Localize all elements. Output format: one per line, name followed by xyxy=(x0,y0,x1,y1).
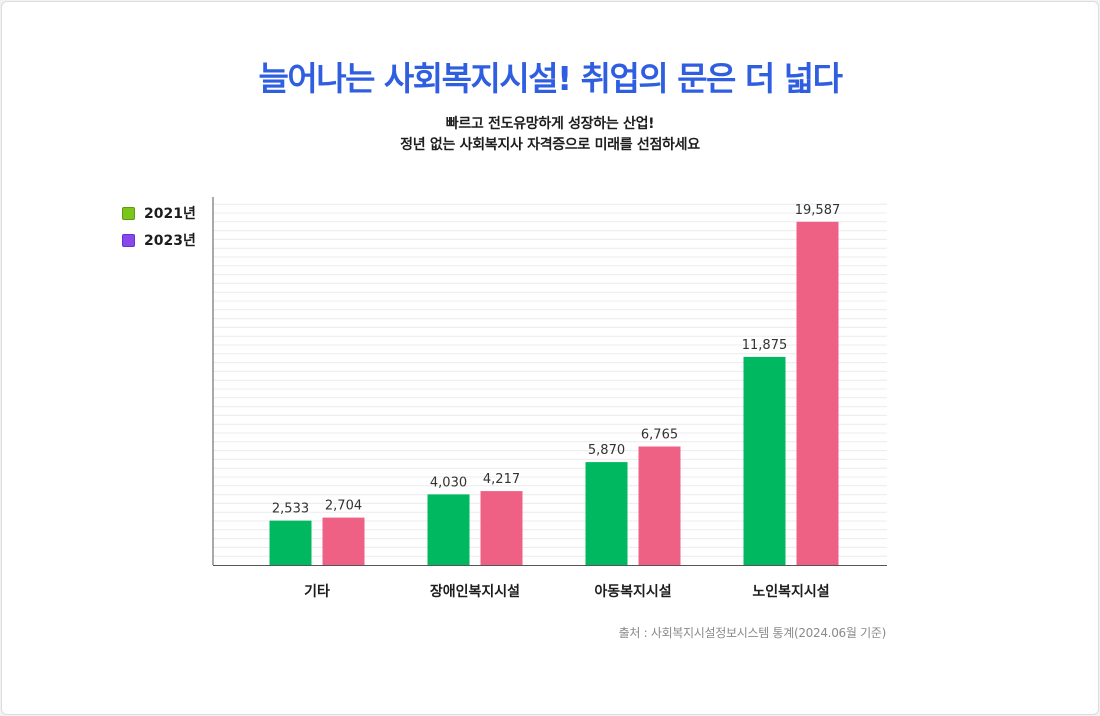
bar-2021-1 xyxy=(427,494,470,565)
page-title: 늘어나는 사회복지시설! 취업의 문은 더 넓다 xyxy=(258,59,843,98)
bar-2023-2 xyxy=(638,446,681,565)
bar-2021-2 xyxy=(585,462,628,565)
legend-item-2021: 2021년 xyxy=(122,204,196,222)
legend-swatch-2023-icon xyxy=(122,233,135,247)
data-label: 5,870 xyxy=(588,443,625,458)
data-label: 4,030 xyxy=(430,475,467,490)
x-tick-label: 장애인복지시설 xyxy=(430,583,520,600)
subtitle-line-2: 정년 없는 사회복지사 자격증으로 미래를 선점하세요 xyxy=(400,137,700,153)
data-label: 6,765 xyxy=(641,428,678,443)
bar-2021-3 xyxy=(743,356,786,565)
bar-2021-0 xyxy=(269,520,312,565)
data-label: 2,704 xyxy=(325,499,362,514)
legend-item-2023: 2023년 xyxy=(122,231,196,249)
legend-label-2023: 2023년 xyxy=(144,233,196,249)
data-label: 2,533 xyxy=(272,502,309,517)
data-label: 19,587 xyxy=(795,203,841,218)
x-tick-label: 노인복지시설 xyxy=(752,583,829,600)
subtitle-line-1: 빠르고 전도유망하게 성장하는 산업! xyxy=(445,116,655,132)
bar-2023-0 xyxy=(322,517,365,565)
grid-lines xyxy=(213,203,887,557)
chart-legend: 2021년 2023년 xyxy=(122,204,196,258)
data-label: 4,217 xyxy=(483,472,520,487)
legend-label-2021: 2021년 xyxy=(144,206,196,222)
source-note: 출처 : 사회복지시설정보시스템 통계(2024.06월 기준) xyxy=(618,626,887,640)
legend-swatch-2021-icon xyxy=(122,206,135,220)
x-tick-label: 아동복지시설 xyxy=(594,583,671,600)
bar-2023-1 xyxy=(480,491,523,565)
data-label: 11,875 xyxy=(742,338,788,353)
x-tick-label: 기타 xyxy=(304,584,330,600)
bar-2023-3 xyxy=(796,221,839,566)
